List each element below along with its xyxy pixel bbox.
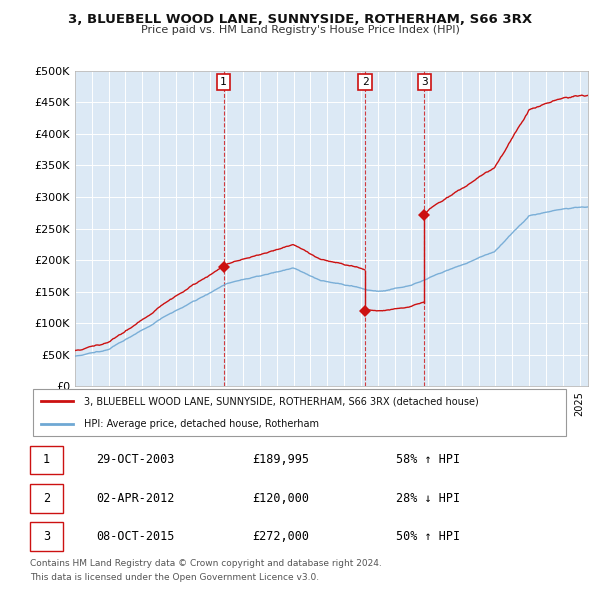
Text: 50% ↑ HPI: 50% ↑ HPI — [396, 530, 460, 543]
Text: 3, BLUEBELL WOOD LANE, SUNNYSIDE, ROTHERHAM, S66 3RX (detached house): 3, BLUEBELL WOOD LANE, SUNNYSIDE, ROTHER… — [84, 396, 479, 406]
Text: £189,995: £189,995 — [252, 453, 309, 467]
Text: 1: 1 — [43, 453, 50, 467]
Text: 2: 2 — [43, 491, 50, 505]
Text: £272,000: £272,000 — [252, 530, 309, 543]
Text: HPI: Average price, detached house, Rotherham: HPI: Average price, detached house, Roth… — [84, 419, 319, 430]
Text: 3: 3 — [421, 77, 428, 87]
Text: 3, BLUEBELL WOOD LANE, SUNNYSIDE, ROTHERHAM, S66 3RX: 3, BLUEBELL WOOD LANE, SUNNYSIDE, ROTHER… — [68, 13, 532, 26]
Text: 02-APR-2012: 02-APR-2012 — [96, 491, 175, 505]
Text: This data is licensed under the Open Government Licence v3.0.: This data is licensed under the Open Gov… — [30, 573, 319, 582]
Text: 28% ↓ HPI: 28% ↓ HPI — [396, 491, 460, 505]
Text: 29-OCT-2003: 29-OCT-2003 — [96, 453, 175, 467]
FancyBboxPatch shape — [33, 389, 566, 436]
Text: 2: 2 — [362, 77, 368, 87]
Text: Contains HM Land Registry data © Crown copyright and database right 2024.: Contains HM Land Registry data © Crown c… — [30, 559, 382, 568]
Text: Price paid vs. HM Land Registry's House Price Index (HPI): Price paid vs. HM Land Registry's House … — [140, 25, 460, 35]
Text: £120,000: £120,000 — [252, 491, 309, 505]
Text: 3: 3 — [43, 530, 50, 543]
Text: 1: 1 — [220, 77, 227, 87]
Text: 58% ↑ HPI: 58% ↑ HPI — [396, 453, 460, 467]
Text: 08-OCT-2015: 08-OCT-2015 — [96, 530, 175, 543]
